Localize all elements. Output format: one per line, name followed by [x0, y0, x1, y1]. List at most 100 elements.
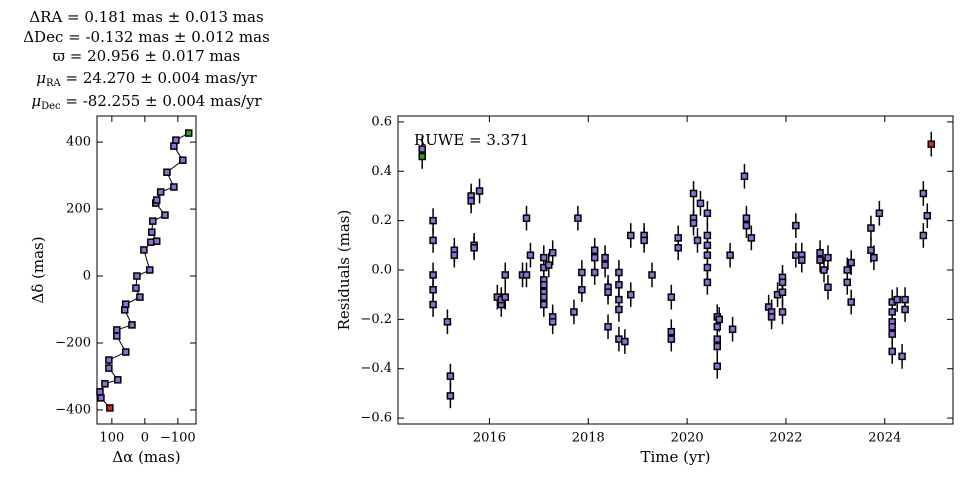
annotation: RUWE = 3.371	[414, 131, 529, 149]
data-point	[152, 237, 161, 245]
data-point	[133, 272, 141, 280]
data-point	[544, 261, 553, 269]
data-point	[621, 337, 629, 346]
data-point	[570, 308, 578, 316]
data-point	[578, 268, 586, 277]
x-tick-label: 100	[99, 431, 124, 446]
data-point	[888, 347, 896, 356]
data-point	[713, 342, 722, 351]
data-point	[843, 278, 851, 287]
data-point	[548, 248, 557, 257]
data-point	[767, 313, 776, 321]
x-tick-label: 2020	[671, 431, 704, 446]
data-point	[820, 266, 828, 274]
data-point	[927, 140, 936, 148]
data-point	[778, 288, 787, 296]
data-point	[590, 253, 599, 262]
data-point	[824, 253, 832, 262]
data-point	[867, 246, 875, 255]
data-point	[179, 156, 187, 164]
data-point	[604, 288, 612, 296]
title-line: ϖ = 20.956 ± 0.017 mas	[53, 47, 241, 65]
data-point	[429, 216, 437, 225]
data-point	[540, 281, 548, 289]
data-point	[747, 234, 756, 242]
data-point	[96, 388, 104, 396]
data-point	[703, 251, 712, 259]
subscript: RA	[46, 78, 62, 89]
data-point	[726, 251, 734, 259]
data-point	[172, 136, 180, 144]
data-point	[170, 142, 178, 150]
data-point	[418, 152, 426, 161]
data-point	[875, 209, 884, 217]
data-point	[778, 278, 787, 287]
data-point	[919, 189, 928, 198]
data-point	[713, 362, 722, 370]
symbol: μ	[36, 69, 46, 87]
data-point	[163, 168, 171, 176]
y-axis-label: Δδ (mas)	[29, 236, 47, 303]
data-point	[604, 323, 612, 331]
data-point	[824, 283, 832, 292]
data-point	[923, 211, 932, 220]
data-point	[114, 376, 122, 384]
data-point	[693, 236, 702, 245]
data-point	[105, 364, 113, 372]
data-point	[847, 298, 855, 306]
data-point	[689, 189, 698, 198]
data-point	[742, 221, 751, 230]
data-point	[429, 236, 437, 245]
data-point	[429, 271, 437, 279]
data-point	[147, 238, 155, 246]
y-tick-label: 200	[66, 202, 91, 217]
x-tick-label: 2016	[473, 431, 506, 446]
data-point	[548, 318, 557, 326]
title-text: = 24.270 ± 0.004 mas/yr	[61, 69, 258, 87]
data-point	[106, 404, 114, 412]
axes-frame	[397, 115, 954, 425]
data-point	[450, 251, 459, 259]
data-point	[522, 271, 531, 279]
data-point	[522, 214, 531, 222]
data-point	[443, 318, 452, 326]
data-point	[140, 246, 148, 254]
y-tick-label: 400	[66, 135, 91, 150]
data-point	[742, 214, 751, 222]
data-point	[501, 293, 509, 301]
y-tick-label: 0.0	[371, 263, 392, 278]
track-line	[99, 132, 189, 409]
title-text: = -82.255 ± 0.004 mas/yr	[61, 92, 263, 110]
data-point	[816, 248, 824, 257]
data-point	[703, 241, 712, 250]
x-tick-label: 0	[141, 431, 149, 446]
data-point	[574, 214, 582, 222]
data-point	[601, 253, 609, 262]
x-tick-label: 2024	[868, 431, 901, 446]
data-point	[703, 278, 712, 287]
data-point	[798, 256, 806, 264]
data-point	[97, 394, 105, 402]
data-point	[696, 199, 705, 208]
y-tick-label: −0.2	[360, 312, 392, 327]
data-point	[898, 352, 906, 361]
data-point	[919, 231, 928, 240]
data-point	[689, 219, 698, 227]
data-point	[888, 330, 896, 338]
data-point	[792, 221, 800, 230]
data-point	[674, 244, 682, 252]
data-point	[615, 281, 623, 289]
data-point	[156, 188, 165, 196]
data-point	[161, 211, 169, 219]
data-point	[867, 224, 875, 232]
data-point	[470, 244, 478, 252]
data-point	[601, 261, 609, 269]
data-point	[648, 271, 656, 279]
data-point	[615, 268, 623, 277]
data-point	[184, 129, 193, 137]
data-point	[101, 380, 109, 388]
data-point	[847, 258, 855, 267]
data-point	[667, 293, 676, 301]
data-point	[667, 335, 676, 343]
